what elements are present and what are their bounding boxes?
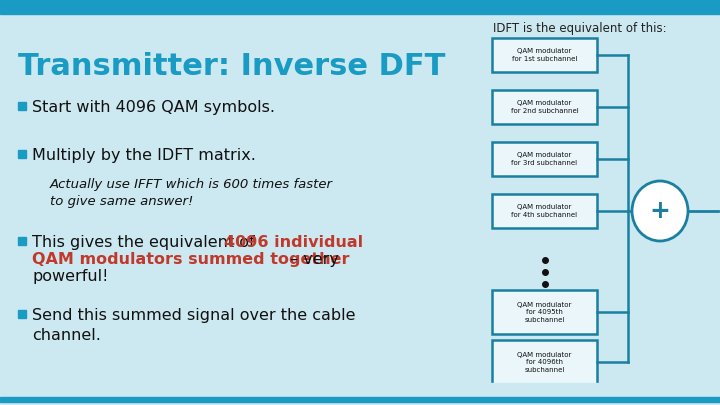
FancyBboxPatch shape <box>492 90 597 124</box>
Text: +: + <box>649 199 670 223</box>
Bar <box>0 0 720 14</box>
Text: 4096 individual: 4096 individual <box>224 235 363 250</box>
FancyBboxPatch shape <box>492 290 597 334</box>
Text: This gives the equivalent of: This gives the equivalent of <box>32 235 260 250</box>
Text: QAM modulator
for 3rd subchannel: QAM modulator for 3rd subchannel <box>511 152 577 166</box>
Text: © 2014 Cisco and/or its affiliates. All rights reserved.: © 2014 Cisco and/or its affiliates. All … <box>446 388 651 397</box>
Text: QAM modulators summed together: QAM modulators summed together <box>32 252 349 267</box>
Text: QAM modulator
for 2nd subchannel: QAM modulator for 2nd subchannel <box>510 100 578 114</box>
FancyBboxPatch shape <box>492 194 597 228</box>
FancyBboxPatch shape <box>492 38 597 72</box>
Text: Cisco Public: Cisco Public <box>337 388 383 397</box>
Text: QAM modulator
for 4096th
subchannel: QAM modulator for 4096th subchannel <box>517 352 572 373</box>
Text: QAM modulator
for 4th subchannel: QAM modulator for 4th subchannel <box>511 204 577 218</box>
Text: QAM modulator
for 1st subchannel: QAM modulator for 1st subchannel <box>512 48 577 62</box>
Text: Multiply by the IDFT matrix.: Multiply by the IDFT matrix. <box>32 148 256 163</box>
Text: 26: 26 <box>699 388 710 397</box>
Text: Start with 4096 QAM symbols.: Start with 4096 QAM symbols. <box>32 100 275 115</box>
Bar <box>0 397 720 402</box>
Bar <box>0 383 720 405</box>
Text: Transmitter: Inverse DFT: Transmitter: Inverse DFT <box>18 52 446 81</box>
Text: IDFT is the equivalent of this:: IDFT is the equivalent of this: <box>493 22 667 35</box>
Ellipse shape <box>632 181 688 241</box>
Text: QAM modulator
for 4095th
subchannel: QAM modulator for 4095th subchannel <box>517 301 572 322</box>
FancyBboxPatch shape <box>492 340 597 384</box>
Text: Send this summed signal over the cable
channel.: Send this summed signal over the cable c… <box>32 308 356 343</box>
Text: – very: – very <box>285 252 339 267</box>
Text: © DOCSIS 1 Overview: © DOCSIS 1 Overview <box>14 388 98 397</box>
Text: powerful!: powerful! <box>32 269 109 284</box>
Text: Actually use IFFT which is 600 times faster
to give same answer!: Actually use IFFT which is 600 times fas… <box>50 178 333 208</box>
FancyBboxPatch shape <box>492 142 597 176</box>
